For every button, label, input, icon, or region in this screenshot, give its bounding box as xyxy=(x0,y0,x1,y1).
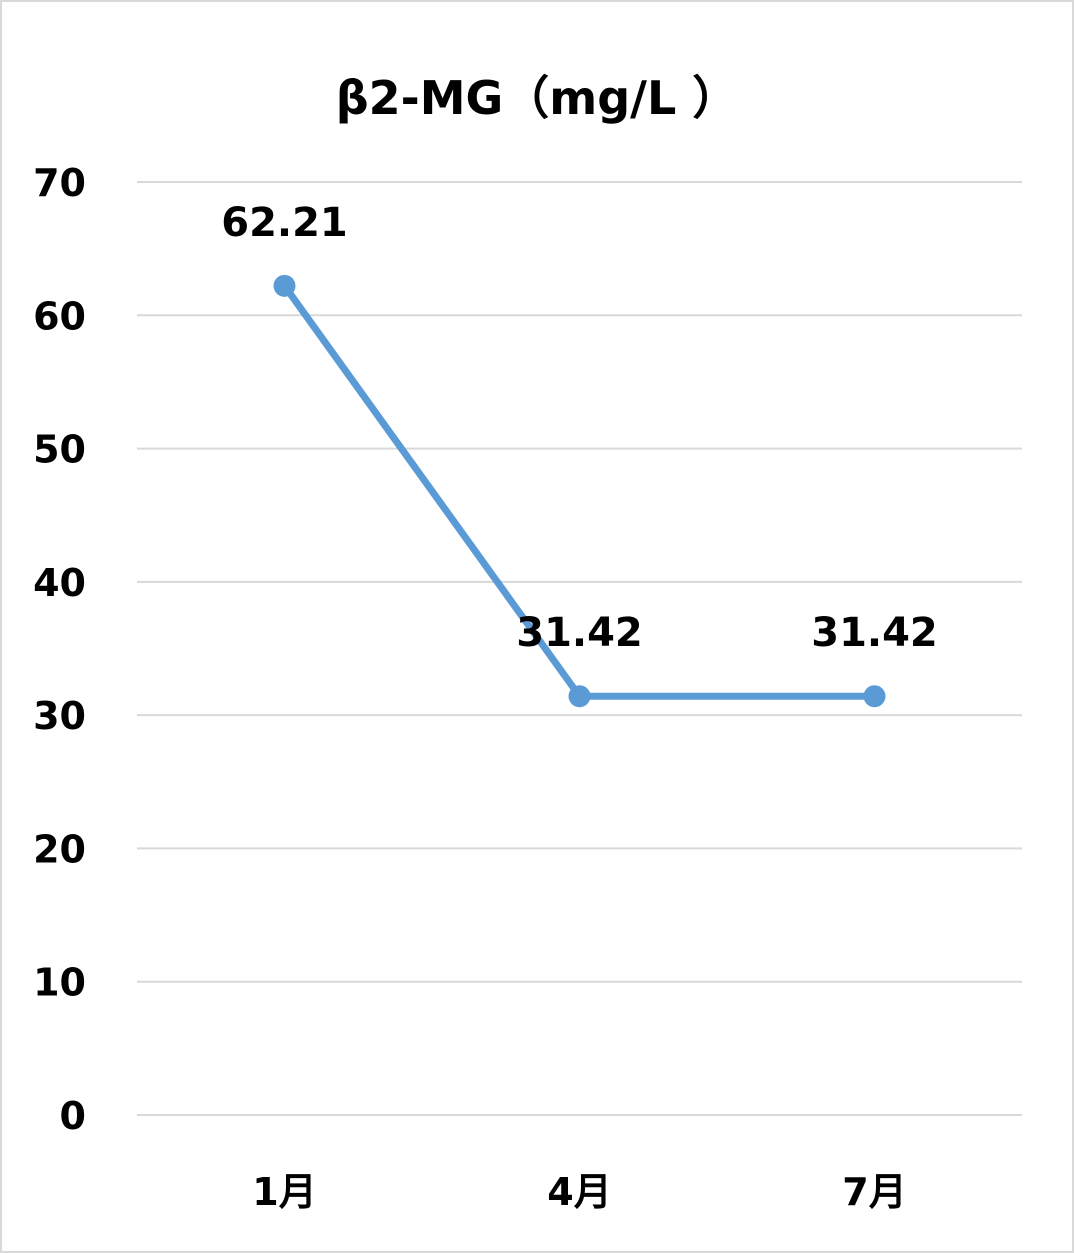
data-label-3: 31.42 xyxy=(811,610,938,656)
y-tick-label-50: 50 xyxy=(33,428,86,472)
data-point-1 xyxy=(273,274,296,297)
data-point-3 xyxy=(863,685,886,708)
data-label-1: 62.21 xyxy=(221,200,348,246)
x-tick-label-1: 1月 xyxy=(252,1170,316,1214)
y-tick-label-60: 60 xyxy=(33,294,86,338)
y-tick-label-0: 0 xyxy=(60,1094,86,1138)
y-tick-label-20: 20 xyxy=(33,827,86,871)
x-tick-label-2: 4月 xyxy=(547,1170,611,1214)
y-tick-label-70: 70 xyxy=(33,161,86,205)
y-tick-label-10: 10 xyxy=(33,961,86,1005)
data-label-2: 31.42 xyxy=(516,610,643,656)
x-tick-label-3: 7月 xyxy=(842,1170,906,1214)
chart-title: β2-MG（mg/L ） xyxy=(335,71,739,125)
y-tick-label-30: 30 xyxy=(33,694,86,738)
data-point-2 xyxy=(568,685,591,708)
y-tick-label-40: 40 xyxy=(33,561,86,605)
